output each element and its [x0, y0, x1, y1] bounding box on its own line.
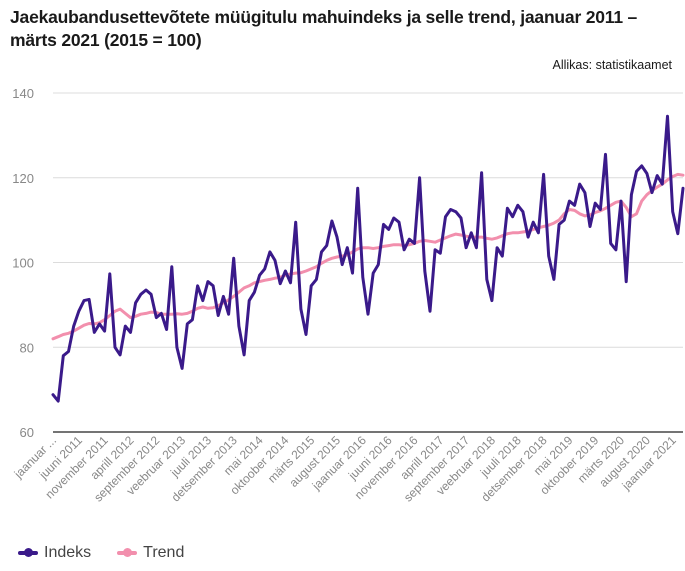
chart-title: Jaekaubandusettevõtete müügitulu mahuind… — [10, 7, 638, 50]
y-tick-label: 60 — [20, 425, 34, 440]
series-line-indeks — [51, 114, 685, 403]
y-tick-label: 80 — [20, 340, 34, 355]
legend-label-indeks: Indeks — [44, 544, 92, 561]
gridlines — [53, 92, 683, 433]
legend-label-trend: Trend — [143, 544, 185, 561]
y-tick-label: 140 — [12, 86, 34, 101]
series-line-trend — [51, 172, 685, 341]
series-lines — [51, 114, 685, 403]
legend-item-indeks[interactable]: Indeks — [18, 544, 91, 562]
legend: Indeks Trend — [18, 544, 210, 562]
y-axis-ticks: 60 80 100 120 140 — [12, 86, 34, 440]
chart-source: Allikas: statistikaamet — [552, 58, 672, 72]
legend-marker-trend-icon — [117, 548, 138, 557]
y-tick-label: 100 — [12, 256, 34, 271]
y-tick-label: 120 — [12, 171, 34, 186]
legend-marker-indeks-icon — [18, 548, 38, 557]
legend-item-trend[interactable]: Trend — [117, 544, 184, 562]
